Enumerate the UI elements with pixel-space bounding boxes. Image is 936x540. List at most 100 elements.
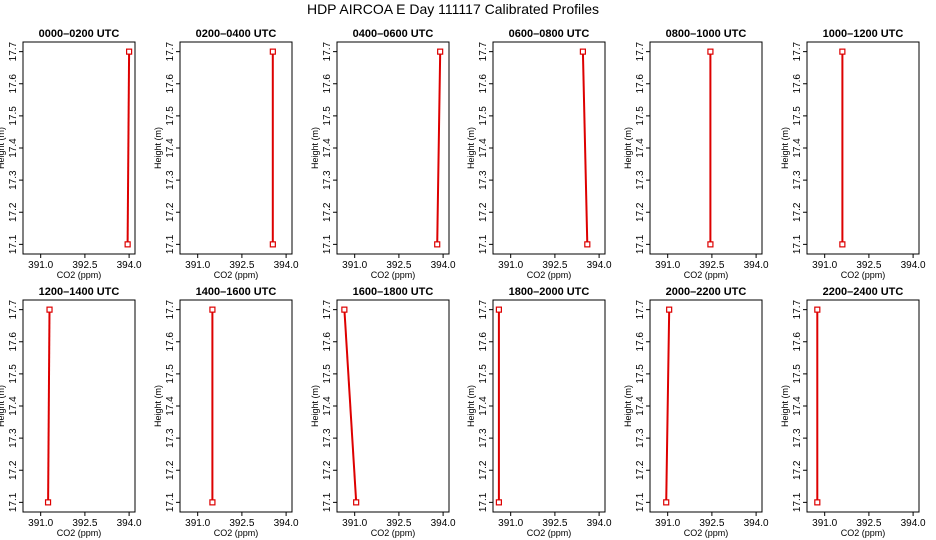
y-tick-label: 17.3 (478, 428, 489, 448)
y-axis-label: Height (m) (623, 127, 633, 169)
x-tick-label: 394.0 (901, 260, 926, 271)
y-tick-label: 17.4 (165, 396, 176, 416)
x-axis-label: CO2 (ppm) (527, 270, 572, 280)
panel: 1600–1800 UTC 391.0 392.5 394.0 17.1 17.2 17.3… (310, 286, 456, 538)
y-tick-label: 17.4 (322, 138, 333, 158)
y-tick-label: 17.7 (478, 299, 489, 319)
data-point (341, 306, 348, 313)
profile-line (581, 51, 589, 245)
x-tick-label: 392.5 (229, 260, 254, 271)
x-tick-label: 394.0 (587, 260, 612, 271)
data-point (437, 48, 444, 55)
y-tick-label: 17.1 (8, 492, 19, 512)
x-tick-label: 394.0 (744, 518, 769, 529)
panel: 0400–0600 UTC 391.0 392.5 394.0 17.1 17.2 17.3… (310, 28, 456, 280)
x-tick-label: 391.0 (185, 518, 210, 529)
y-tick-label: 17.7 (635, 299, 646, 319)
x-axis-label: CO2 (ppm) (57, 528, 102, 538)
y-axis-label: Height (m) (153, 127, 163, 169)
panel-title: 1400–1600 UTC (196, 286, 277, 298)
y-tick-label: 17.2 (478, 202, 489, 222)
x-tick-label: 391.0 (812, 260, 837, 271)
panel-frame (336, 299, 450, 513)
y-tick-label: 17.1 (165, 234, 176, 254)
y-tick-label: 17.5 (792, 106, 803, 126)
y-tick-label: 17.6 (165, 332, 176, 352)
y-tick-label: 17.7 (165, 299, 176, 319)
data-point (269, 48, 276, 55)
panel-title: 1800–2000 UTC (509, 286, 590, 298)
panel: 1400–1600 UTC 391.0 392.5 394.0 17.1 17.2 17.3… (153, 286, 299, 538)
y-tick-label: 17.6 (635, 74, 646, 94)
y-tick-label: 17.3 (165, 428, 176, 448)
y-tick-label: 17.5 (635, 364, 646, 384)
panel-title: 0800–1000 UTC (666, 28, 747, 40)
y-tick-label: 17.7 (8, 41, 19, 61)
y-tick-label: 17.1 (322, 234, 333, 254)
panel: 1200–1400 UTC 391.0 392.5 394.0 17.1 17.2 17.3… (0, 286, 142, 538)
panel-title: 0400–0600 UTC (353, 28, 434, 40)
y-tick-label: 17.2 (165, 460, 176, 480)
y-tick-label: 17.5 (165, 106, 176, 126)
data-point (707, 48, 714, 55)
y-tick-label: 17.3 (792, 170, 803, 190)
panel-frame (22, 299, 136, 513)
data-point (434, 241, 441, 248)
data-point (584, 241, 591, 248)
x-tick-label: 394.0 (274, 518, 299, 529)
y-tick-label: 17.1 (635, 234, 646, 254)
y-tick-label: 17.7 (165, 41, 176, 61)
data-point (495, 306, 502, 313)
y-tick-label: 17.6 (478, 332, 489, 352)
y-tick-label: 17.2 (478, 460, 489, 480)
y-tick-label: 17.5 (322, 106, 333, 126)
data-point (209, 499, 216, 506)
x-tick-label: 391.0 (812, 518, 837, 529)
x-tick-label: 391.0 (498, 260, 523, 271)
x-tick-label: 392.5 (229, 518, 254, 529)
y-tick-label: 17.1 (635, 492, 646, 512)
y-tick-label: 17.4 (792, 138, 803, 158)
data-point (46, 306, 53, 313)
x-axis-label: CO2 (ppm) (527, 528, 572, 538)
panel-title: 1600–1800 UTC (353, 286, 434, 298)
data-point (269, 241, 276, 248)
y-tick-label: 17.4 (8, 138, 19, 158)
x-tick-label: 394.0 (117, 260, 142, 271)
x-tick-label: 391.0 (342, 260, 367, 271)
y-tick-label: 17.5 (478, 106, 489, 126)
y-axis-label: Height (m) (623, 385, 633, 427)
x-tick-label: 394.0 (274, 260, 299, 271)
y-tick-label: 17.7 (478, 41, 489, 61)
x-tick-label: 392.5 (856, 518, 881, 529)
y-tick-label: 17.3 (8, 428, 19, 448)
panel-title: 2000–2200 UTC (666, 286, 747, 298)
y-tick-label: 17.6 (322, 332, 333, 352)
panel: 0800–1000 UTC 391.0 392.5 394.0 17.1 17.2 17.3… (623, 28, 769, 280)
x-tick-label: 394.0 (431, 260, 456, 271)
panel-title: 2200–2400 UTC (823, 286, 904, 298)
y-tick-label: 17.2 (635, 202, 646, 222)
panel-frame (806, 41, 920, 255)
y-tick-label: 17.5 (478, 364, 489, 384)
x-tick-label: 392.5 (72, 260, 97, 271)
y-tick-label: 17.6 (165, 74, 176, 94)
x-tick-label: 394.0 (901, 518, 926, 529)
y-tick-label: 17.5 (165, 364, 176, 384)
x-axis-label: CO2 (ppm) (214, 528, 259, 538)
y-tick-label: 17.3 (635, 170, 646, 190)
y-axis-label: Height (m) (780, 127, 790, 169)
y-tick-label: 17.2 (792, 202, 803, 222)
data-point (814, 306, 821, 313)
y-tick-label: 17.5 (792, 364, 803, 384)
y-tick-label: 17.1 (478, 234, 489, 254)
x-tick-label: 392.5 (386, 518, 411, 529)
x-axis-label: CO2 (ppm) (371, 270, 416, 280)
y-axis-label: Height (m) (466, 385, 476, 427)
y-tick-label: 17.2 (165, 202, 176, 222)
data-point (839, 48, 846, 55)
panel-frame (806, 299, 920, 513)
data-point (353, 499, 360, 506)
y-tick-label: 17.4 (635, 396, 646, 416)
